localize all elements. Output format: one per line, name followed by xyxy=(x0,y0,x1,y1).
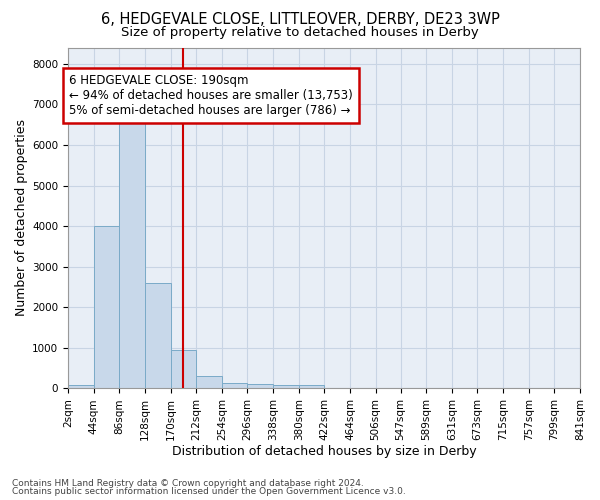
Bar xyxy=(247,384,273,388)
Text: Contains public sector information licensed under the Open Government Licence v3: Contains public sector information licen… xyxy=(12,487,406,496)
Bar xyxy=(222,384,247,388)
Text: 6 HEDGEVALE CLOSE: 190sqm
← 94% of detached houses are smaller (13,753)
5% of se: 6 HEDGEVALE CLOSE: 190sqm ← 94% of detac… xyxy=(69,74,353,117)
Bar xyxy=(68,386,94,388)
Bar xyxy=(170,350,196,389)
Text: Size of property relative to detached houses in Derby: Size of property relative to detached ho… xyxy=(121,26,479,39)
Bar xyxy=(196,376,222,388)
Bar xyxy=(94,226,119,388)
Bar xyxy=(299,386,325,388)
Bar xyxy=(273,386,299,388)
Text: 6, HEDGEVALE CLOSE, LITTLEOVER, DERBY, DE23 3WP: 6, HEDGEVALE CLOSE, LITTLEOVER, DERBY, D… xyxy=(101,12,499,28)
Bar xyxy=(119,120,145,388)
Y-axis label: Number of detached properties: Number of detached properties xyxy=(15,120,28,316)
Bar xyxy=(145,283,170,389)
X-axis label: Distribution of detached houses by size in Derby: Distribution of detached houses by size … xyxy=(172,444,476,458)
Text: Contains HM Land Registry data © Crown copyright and database right 2024.: Contains HM Land Registry data © Crown c… xyxy=(12,478,364,488)
